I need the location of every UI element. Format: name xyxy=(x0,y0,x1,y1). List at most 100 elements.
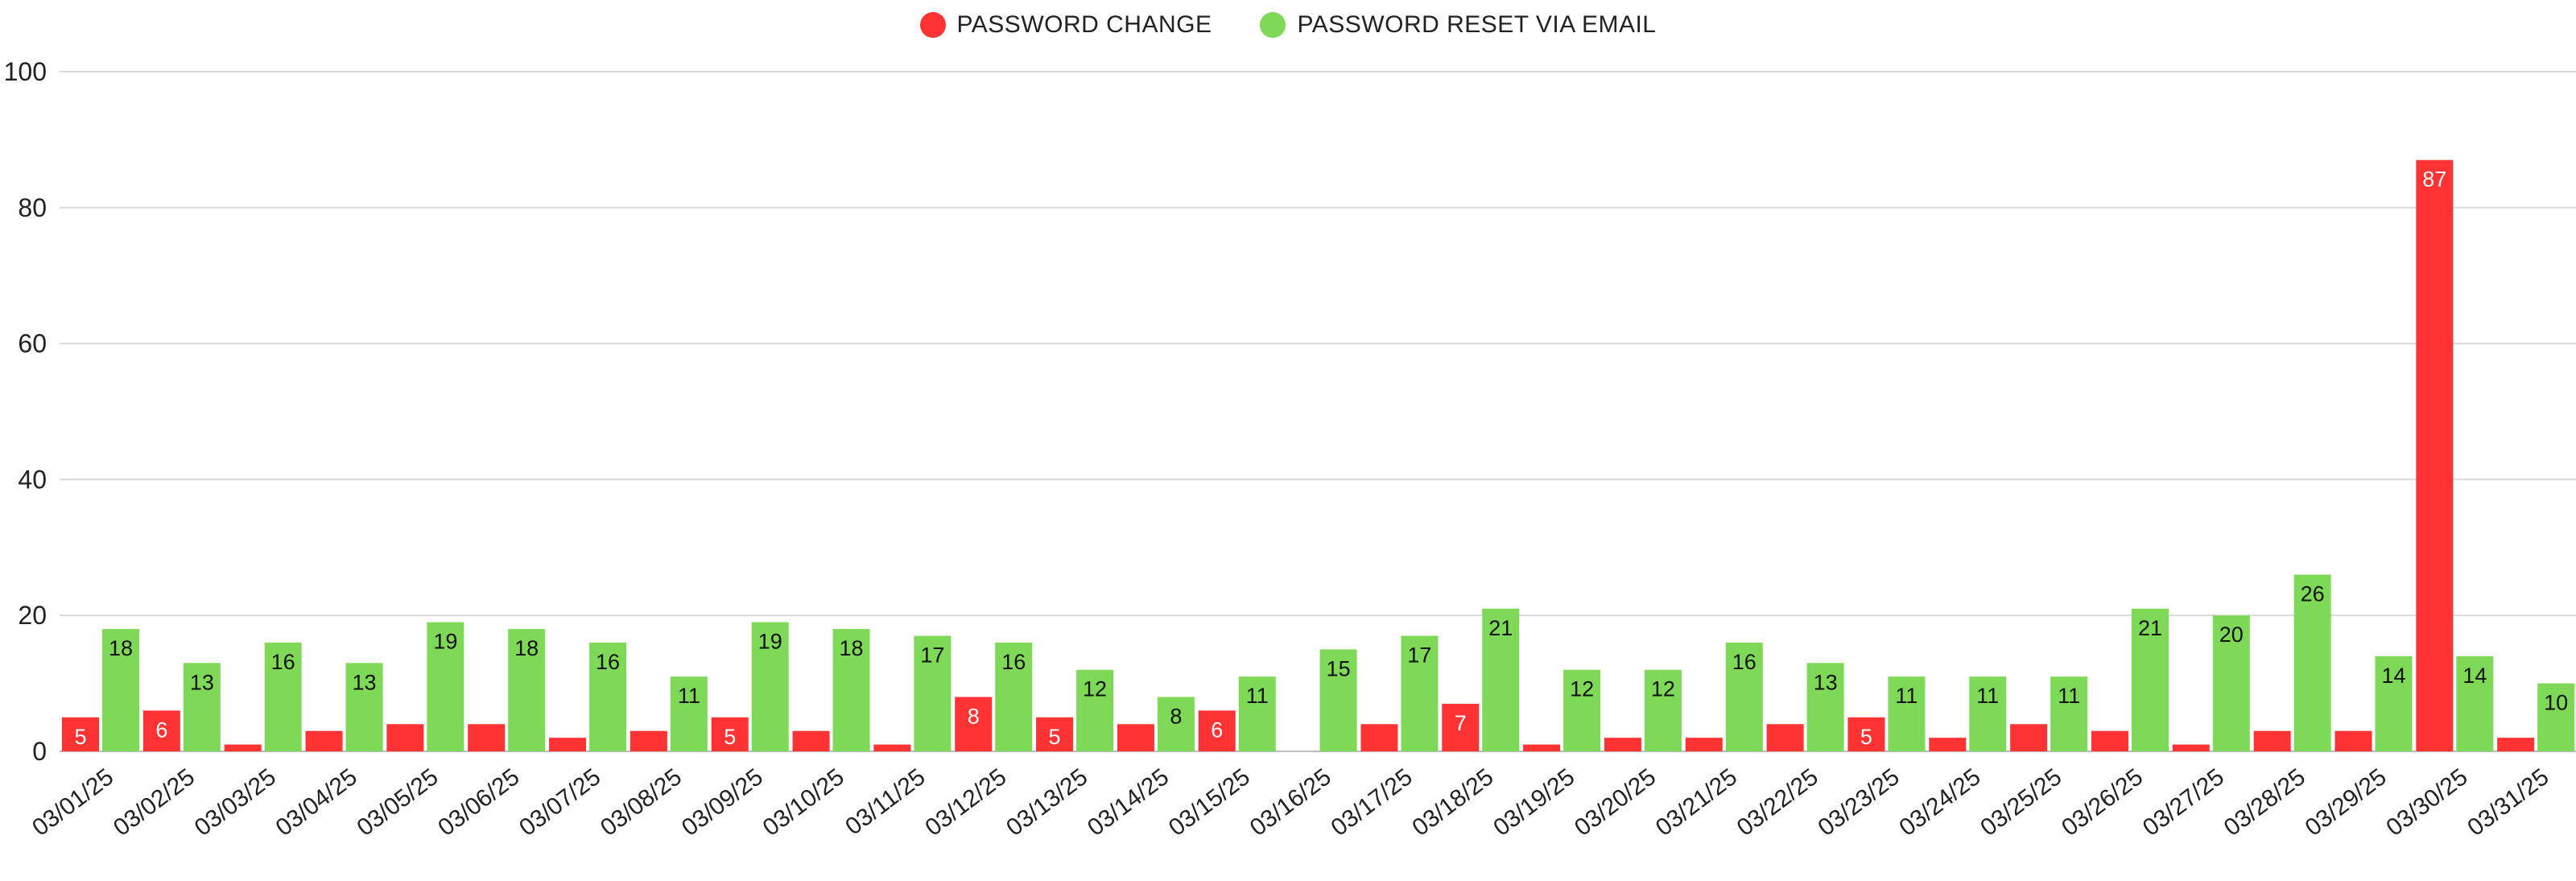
data-label: 5 xyxy=(1860,725,1872,749)
data-label: 10 xyxy=(2544,691,2568,715)
bar xyxy=(2172,744,2210,751)
bar xyxy=(2456,656,2494,751)
data-label: 14 xyxy=(2381,664,2405,688)
bar xyxy=(2010,724,2048,751)
bar xyxy=(2050,676,2088,751)
bar xyxy=(142,710,180,751)
bar xyxy=(2537,683,2575,751)
x-tick-label: 03/12/25 xyxy=(920,763,1011,842)
data-label: 16 xyxy=(596,650,620,674)
data-label: 20 xyxy=(2219,622,2244,647)
data-label: 11 xyxy=(1246,684,1269,708)
x-tick-label: 03/18/25 xyxy=(1407,763,1498,842)
data-label: 13 xyxy=(352,670,376,694)
bar xyxy=(1969,676,2007,751)
data-label: 11 xyxy=(1976,684,1999,708)
bar xyxy=(1238,676,1276,751)
x-tick-label: 03/02/25 xyxy=(109,763,200,842)
data-label: 14 xyxy=(2462,664,2487,688)
data-label: 13 xyxy=(1814,670,1838,694)
bar xyxy=(1563,669,1601,751)
data-label: 17 xyxy=(920,643,944,668)
bar xyxy=(792,730,830,751)
data-label: 5 xyxy=(724,725,736,749)
bar xyxy=(1725,642,1763,751)
bar xyxy=(1806,663,1844,751)
x-tick-label: 03/26/25 xyxy=(2057,763,2148,842)
bar xyxy=(386,724,424,751)
y-tick-label: 20 xyxy=(18,601,47,630)
data-label: 18 xyxy=(840,636,864,660)
data-label: 17 xyxy=(1407,643,1431,668)
bar xyxy=(2375,656,2413,751)
bar xyxy=(305,730,343,751)
bar xyxy=(1401,635,1439,751)
data-label: 7 xyxy=(1455,711,1467,735)
bar xyxy=(2334,730,2372,751)
legend-item-password-reset: PASSWORD RESET VIA EMAIL xyxy=(1260,11,1656,39)
data-label: 8 xyxy=(968,704,980,728)
x-tick-label: 03/19/25 xyxy=(1488,763,1579,842)
bar xyxy=(1847,717,1885,751)
x-tick-label: 03/22/25 xyxy=(1732,763,1823,842)
bar xyxy=(2212,615,2250,751)
data-label: 6 xyxy=(1211,718,1223,742)
bar xyxy=(1076,669,1114,751)
bar xyxy=(630,730,667,751)
bar xyxy=(1482,608,1520,751)
x-tick-label: 03/27/25 xyxy=(2138,763,2229,842)
data-label: 12 xyxy=(1651,677,1675,701)
data-label: 8 xyxy=(1170,704,1182,728)
bar xyxy=(264,642,302,751)
bar xyxy=(1198,710,1236,751)
x-tick-label: 03/10/25 xyxy=(758,763,849,842)
x-tick-label: 03/01/25 xyxy=(27,763,118,842)
bar xyxy=(1523,744,1561,751)
data-label: 12 xyxy=(1570,677,1594,701)
data-label: 6 xyxy=(155,718,167,742)
x-tick-label: 03/11/25 xyxy=(840,763,930,840)
bar xyxy=(62,717,99,751)
x-tick-label: 03/15/25 xyxy=(1164,763,1255,842)
data-label: 87 xyxy=(2422,168,2446,192)
bar xyxy=(1157,697,1195,751)
x-tick-label: 03/08/25 xyxy=(596,763,687,842)
bar xyxy=(549,738,587,751)
bar xyxy=(589,642,627,751)
data-label: 5 xyxy=(74,725,86,749)
y-tick-label: 60 xyxy=(18,329,47,358)
x-tick-label: 03/31/25 xyxy=(2462,763,2553,842)
data-label: 16 xyxy=(1732,650,1757,674)
x-tick-label: 03/03/25 xyxy=(190,763,281,842)
bar xyxy=(1036,717,1074,751)
data-label: 11 xyxy=(1895,684,1918,708)
x-tick-label: 03/09/25 xyxy=(677,763,768,842)
bar xyxy=(1604,738,1641,751)
bar xyxy=(508,629,546,751)
bar xyxy=(2416,159,2454,752)
bar xyxy=(1442,703,1480,751)
data-label: 19 xyxy=(758,630,782,654)
data-label: 11 xyxy=(2058,684,2080,708)
data-label: 11 xyxy=(678,684,700,708)
bar xyxy=(1685,738,1723,751)
bar xyxy=(1117,724,1154,751)
legend-swatch-red xyxy=(919,12,946,38)
bar xyxy=(2091,730,2128,751)
x-tick-label: 03/28/25 xyxy=(2219,763,2310,842)
x-tick-label: 03/30/25 xyxy=(2381,763,2472,842)
legend: PASSWORD CHANGE PASSWORD RESET VIA EMAIL xyxy=(0,11,2576,39)
x-tick-label: 03/23/25 xyxy=(1814,763,1905,842)
bar xyxy=(751,622,789,751)
y-tick-label: 100 xyxy=(4,57,47,86)
data-label: 13 xyxy=(190,670,214,694)
legend-swatch-green xyxy=(1260,12,1286,38)
data-label: 12 xyxy=(1083,677,1107,701)
bar xyxy=(832,629,870,751)
legend-label: PASSWORD RESET VIA EMAIL xyxy=(1297,11,1657,38)
data-label: 18 xyxy=(109,636,133,660)
bar xyxy=(1360,724,1398,751)
bar xyxy=(1766,724,1804,751)
